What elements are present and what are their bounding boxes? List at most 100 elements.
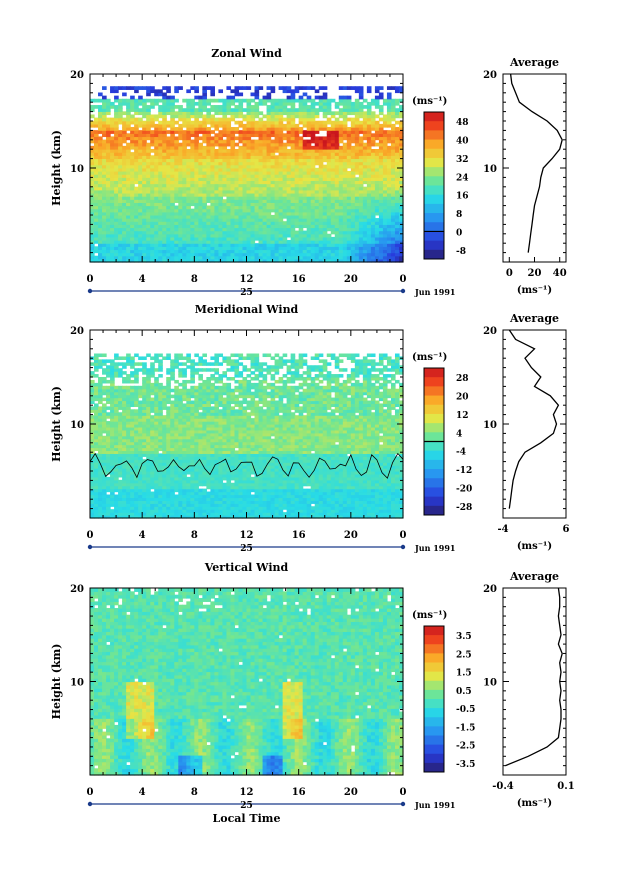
heatmap-cell: [314, 123, 320, 128]
heatmap-cell: [274, 491, 280, 496]
heatmap-cell: [366, 186, 372, 191]
heatmap-cell: [150, 196, 155, 200]
heatmap-cell: [126, 108, 131, 112]
heatmap-cell: [258, 230, 264, 235]
heatmap-cell: [146, 142, 151, 147]
heatmap-cell: [286, 95, 292, 100]
heatmap-cell: [226, 117, 232, 122]
heatmap-cell: [362, 199, 368, 203]
heatmap-cell: [362, 127, 368, 131]
heatmap-cell: [262, 180, 268, 185]
heatmap-cell: [362, 249, 368, 254]
heatmap-cell: [246, 186, 252, 191]
heatmap-cell: [230, 512, 236, 516]
heatmap-cell: [334, 136, 340, 141]
heatmap-cell: [134, 105, 139, 109]
heatmap-cell: [202, 180, 207, 185]
heatmap-cell: [106, 111, 111, 116]
heatmap-cell: [202, 117, 207, 122]
heatmap-cell: [270, 111, 276, 116]
heatmap-cell: [206, 240, 211, 244]
heatmap-cell: [182, 500, 187, 504]
heatmap-cell: [378, 192, 384, 197]
heatmap-cell: [390, 497, 396, 501]
heatmap-cell: [334, 202, 340, 207]
heatmap-cell: [374, 98, 380, 103]
heatmap-cell: [354, 142, 360, 147]
heatmap-cell: [262, 509, 268, 513]
heatmap-cell: [326, 485, 332, 490]
heatmap-cell: [182, 258, 187, 263]
heatmap-cell: [250, 192, 256, 197]
heatmap-cell: [202, 503, 207, 507]
heatmap-cell: [298, 180, 304, 185]
heatmap-cell: [162, 258, 167, 263]
heatmap-cell: [190, 236, 195, 241]
heatmap-cell: [282, 485, 288, 490]
heatmap-cell: [254, 155, 260, 160]
heatmap-cell: [106, 202, 111, 207]
heatmap-cell: [386, 192, 392, 197]
heatmap-cell: [242, 246, 248, 251]
heatmap-cell: [338, 227, 344, 232]
heatmap-cell: [310, 133, 316, 138]
heatmap-cell: [234, 149, 240, 153]
heatmap-cell: [158, 500, 163, 504]
heatmap-cell: [214, 199, 220, 203]
heatmap-cell: [182, 149, 187, 153]
heatmap-cell: [162, 98, 167, 103]
heatmap-cell: [198, 221, 203, 225]
heatmap-cell: [286, 211, 292, 216]
heatmap-cell: [198, 500, 203, 504]
heatmap-cell: [138, 249, 143, 254]
heatmap-cell: [382, 177, 388, 181]
heatmap-cell: [338, 236, 344, 241]
heatmap-cell: [382, 133, 388, 138]
heatmap-cell: [138, 86, 143, 90]
heatmap-cell: [394, 101, 400, 106]
heatmap-cell: [390, 149, 396, 153]
heatmap-cell: [278, 108, 284, 112]
heatmap-cell: [310, 233, 316, 238]
heatmap-cell: [142, 491, 147, 496]
heatmap-cell: [250, 152, 256, 156]
heatmap-cell: [302, 224, 308, 229]
heatmap-cell: [258, 142, 264, 147]
heatmap-cell: [182, 161, 187, 166]
heatmap-cell: [254, 488, 260, 493]
heatmap-cell: [378, 142, 384, 147]
heatmap-cell: [378, 167, 384, 172]
heatmap-cell: [318, 205, 324, 210]
heatmap-cell: [202, 114, 207, 119]
heatmap-cell: [346, 117, 352, 122]
heatmap-cell: [310, 123, 316, 128]
heatmap-cell: [318, 164, 324, 169]
heatmap-cell: [366, 114, 372, 119]
heatmap-cell: [278, 208, 284, 213]
heatmap-cell: [270, 227, 276, 232]
heatmap-cell: [158, 211, 163, 216]
heatmap-cell: [98, 183, 103, 188]
heatmap-cell: [102, 515, 107, 519]
heatmap-cell: [90, 240, 95, 244]
heatmap-cell: [394, 108, 400, 112]
heatmap-cell: [222, 208, 228, 213]
heatmap-cell: [350, 139, 356, 144]
heatmap-cell: [214, 111, 220, 116]
heatmap-cell: [186, 189, 191, 194]
heatmap-cell: [126, 214, 131, 219]
colorbar-swatch: [424, 231, 444, 242]
heatmap-cell: [278, 189, 284, 194]
heatmap-cell: [274, 161, 280, 166]
heatmap-cell: [262, 512, 268, 516]
heatmap-cell: [90, 164, 95, 169]
heatmap-cell: [254, 515, 260, 519]
heatmap-cell: [182, 221, 187, 225]
heatmap-cell: [214, 230, 220, 235]
heatmap-cell: [278, 149, 284, 153]
heatmap-cell: [326, 246, 332, 251]
heatmap-cell: [342, 98, 348, 103]
heatmap-cell: [358, 158, 364, 163]
heatmap-cell: [146, 192, 151, 197]
heatmap-cell: [294, 491, 300, 496]
